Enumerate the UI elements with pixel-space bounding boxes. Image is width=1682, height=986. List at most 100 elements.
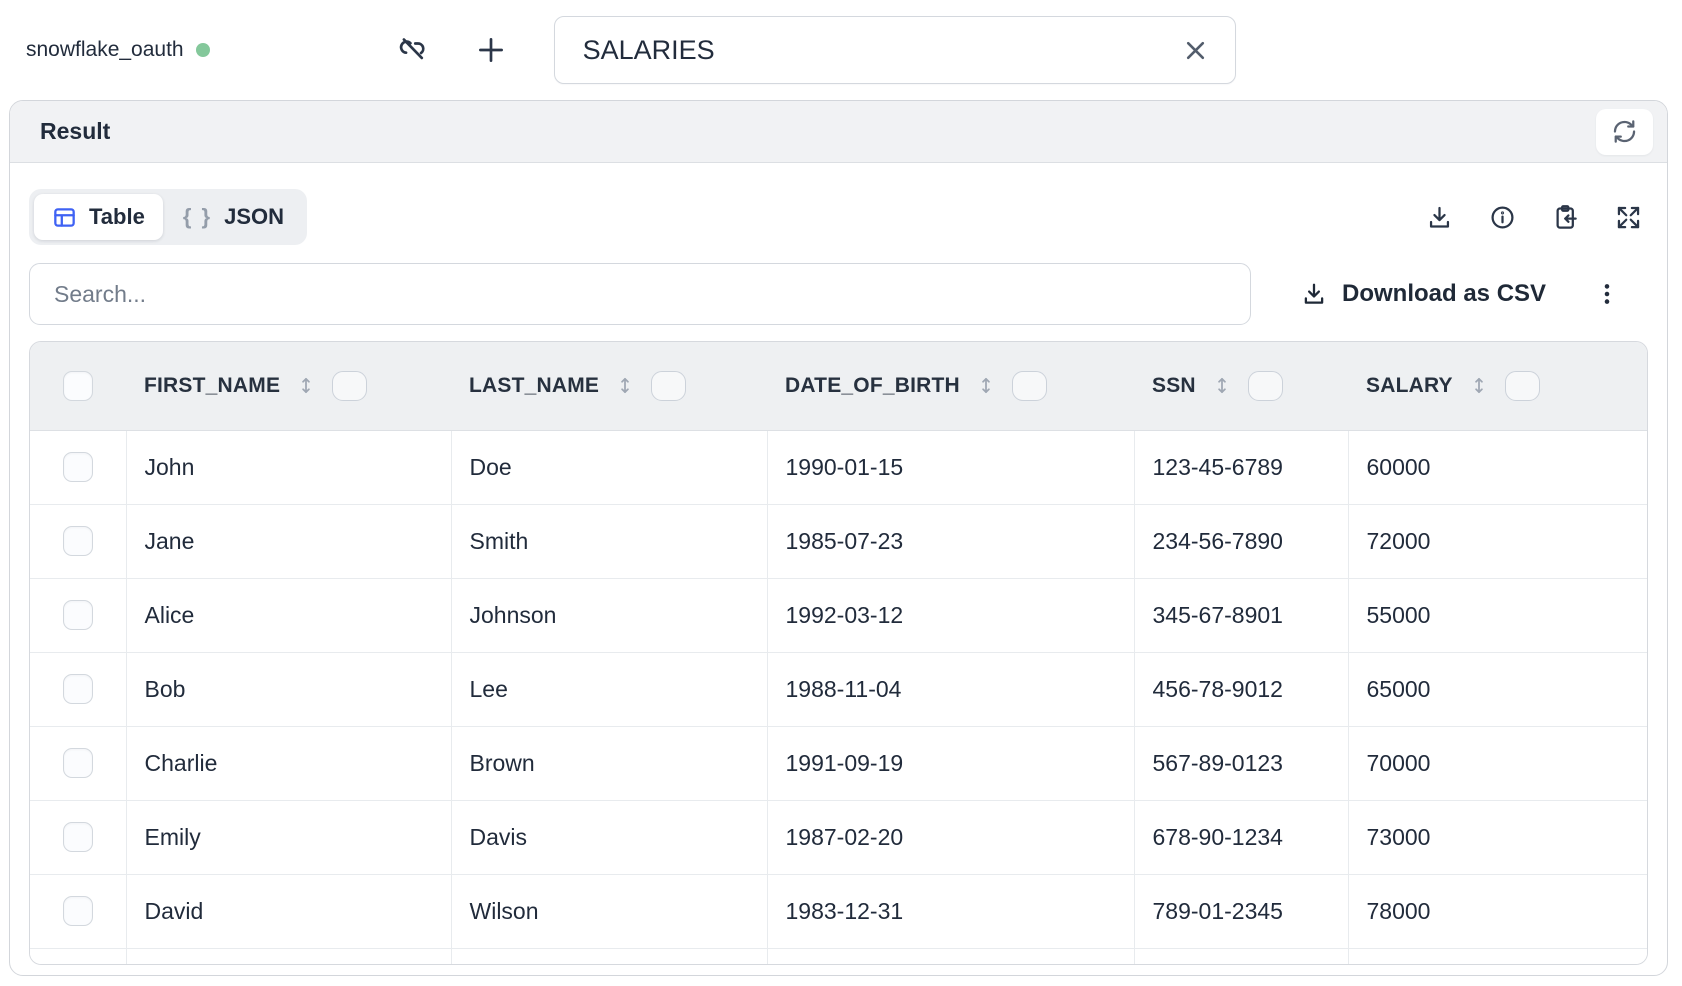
table-row[interactable]: Bob Lee 1988-11-04 456-78-9012 65000 — [30, 652, 1647, 727]
table-cell: Emily — [125, 800, 451, 875]
table-cell — [766, 948, 1134, 964]
download-csv-button[interactable]: Download as CSV — [1295, 279, 1552, 309]
column-header[interactable]: LAST_NAME — [451, 342, 767, 431]
row-checkbox[interactable] — [62, 674, 93, 704]
info-icon — [1491, 205, 1514, 229]
info-button[interactable] — [1489, 204, 1516, 231]
row-checkbox-cell — [30, 800, 126, 875]
braces-icon: { } — [182, 204, 213, 229]
row-checkbox[interactable] — [62, 896, 93, 926]
unlink-icon — [399, 38, 425, 60]
table-cell: 345-67-8901 — [1133, 578, 1348, 653]
sort-icon[interactable] — [1212, 372, 1232, 399]
column-label: LAST_NAME — [469, 373, 600, 397]
unlink-button[interactable] — [396, 33, 430, 67]
table-row[interactable]: John Doe 1990-01-15 123-45-6789 60000 — [30, 430, 1647, 505]
table-cell: 789-01-2345 — [1133, 874, 1348, 949]
connection-status-dot — [195, 43, 210, 57]
column-header[interactable]: DATE_OF_BIRTH — [767, 342, 1134, 431]
column-label: FIRST_NAME — [144, 373, 281, 397]
sort-icon[interactable] — [615, 372, 635, 399]
tab-table[interactable]: Table — [34, 194, 163, 240]
column-header[interactable]: SALARY — [1348, 342, 1647, 431]
row-checkbox[interactable] — [62, 748, 93, 778]
table-cell: 1988-11-04 — [766, 652, 1134, 727]
column-header[interactable]: FIRST_NAME — [126, 342, 451, 431]
sort-icon[interactable] — [976, 372, 996, 399]
table-cell: 78000 — [1347, 874, 1647, 949]
plus-icon — [478, 38, 503, 62]
row-checkbox[interactable] — [62, 526, 93, 556]
row-checkbox-cell — [30, 726, 126, 801]
table-cell: Jane — [125, 504, 451, 579]
expand-icon — [1617, 206, 1640, 228]
table-row[interactable]: Charlie Brown 1991-09-19 567-89-0123 70000 — [30, 726, 1647, 801]
table-cell: Doe — [450, 430, 767, 505]
table-cell: David — [125, 874, 451, 949]
more-options-button[interactable] — [1590, 277, 1624, 311]
table-cell: John — [125, 430, 451, 505]
table-cell: Johnson — [450, 578, 767, 653]
table-cell — [125, 948, 451, 964]
column-label: SSN — [1152, 373, 1196, 397]
column-toggle[interactable] — [1247, 370, 1283, 401]
table-cell — [1347, 948, 1647, 964]
download-button[interactable] — [1426, 204, 1453, 231]
column-label: DATE_OF_BIRTH — [785, 373, 960, 397]
download-icon — [1304, 283, 1324, 304]
column-toggle[interactable] — [332, 370, 368, 401]
query-name-box — [553, 16, 1236, 84]
sort-icon[interactable] — [296, 372, 316, 399]
clear-query-name-button[interactable] — [1176, 31, 1215, 70]
table-cell: 234-56-7890 — [1133, 504, 1348, 579]
copy-results-button[interactable] — [1552, 204, 1579, 231]
download-csv-label: Download as CSV — [1342, 280, 1547, 307]
close-icon — [1186, 41, 1204, 59]
add-tab-button[interactable] — [474, 33, 508, 67]
column-toggle[interactable] — [1011, 370, 1047, 401]
table-cell: 73000 — [1347, 800, 1647, 875]
table-cell: 456-78-9012 — [1133, 652, 1348, 727]
result-panel: Result Table { } — [9, 100, 1668, 976]
column-header[interactable]: SSN — [1134, 342, 1348, 431]
row-checkbox[interactable] — [62, 600, 93, 630]
table-cell: 1990-01-15 — [766, 430, 1134, 505]
view-mode-switcher: Table { } JSON — [29, 189, 307, 245]
select-all-checkbox[interactable] — [63, 370, 93, 401]
table-row[interactable]: Jane Smith 1985-07-23 234-56-7890 72000 — [30, 504, 1647, 579]
panel-title: Result — [40, 118, 111, 144]
clipboard-paste-icon — [1556, 204, 1577, 229]
row-checkbox[interactable] — [62, 452, 93, 482]
row-checkbox-cell — [30, 504, 126, 579]
row-checkbox[interactable] — [62, 822, 93, 852]
table-row[interactable]: David Wilson 1983-12-31 789-01-2345 78000 — [30, 874, 1647, 949]
expand-button[interactable] — [1615, 204, 1642, 231]
table-cell: Lee — [450, 652, 767, 727]
select-all-cell — [30, 342, 126, 431]
sort-icon[interactable] — [1469, 372, 1489, 399]
query-name-input[interactable] — [580, 33, 1176, 67]
table-cell — [450, 948, 767, 964]
column-toggle[interactable] — [1504, 370, 1540, 401]
column-label: SALARY — [1366, 373, 1453, 397]
table-cell: 1985-07-23 — [766, 504, 1134, 579]
table-cell: 567-89-0123 — [1133, 726, 1348, 801]
table-row-partial[interactable] — [30, 948, 1647, 964]
row-checkbox-cell — [30, 948, 126, 964]
search-input[interactable] — [29, 263, 1251, 325]
table-cell: Alice — [125, 578, 451, 653]
table-cell: Charlie — [125, 726, 451, 801]
refresh-button[interactable] — [1596, 108, 1653, 155]
row-checkbox-cell — [30, 578, 126, 653]
column-toggle[interactable] — [651, 370, 687, 401]
result-header: Result — [10, 101, 1667, 163]
table-cell: Wilson — [450, 874, 767, 949]
table-cell: 1991-09-19 — [766, 726, 1134, 801]
table-cell: 1987-02-20 — [766, 800, 1134, 875]
table-row[interactable]: Alice Johnson 1992-03-12 345-67-8901 55000 — [30, 578, 1647, 653]
table-cell: Davis — [450, 800, 767, 875]
tab-json[interactable]: { } JSON — [165, 194, 302, 240]
tab-json-label: JSON — [224, 204, 284, 229]
table-cell: Smith — [450, 504, 767, 579]
table-row[interactable]: Emily Davis 1987-02-20 678-90-1234 73000 — [30, 800, 1647, 875]
